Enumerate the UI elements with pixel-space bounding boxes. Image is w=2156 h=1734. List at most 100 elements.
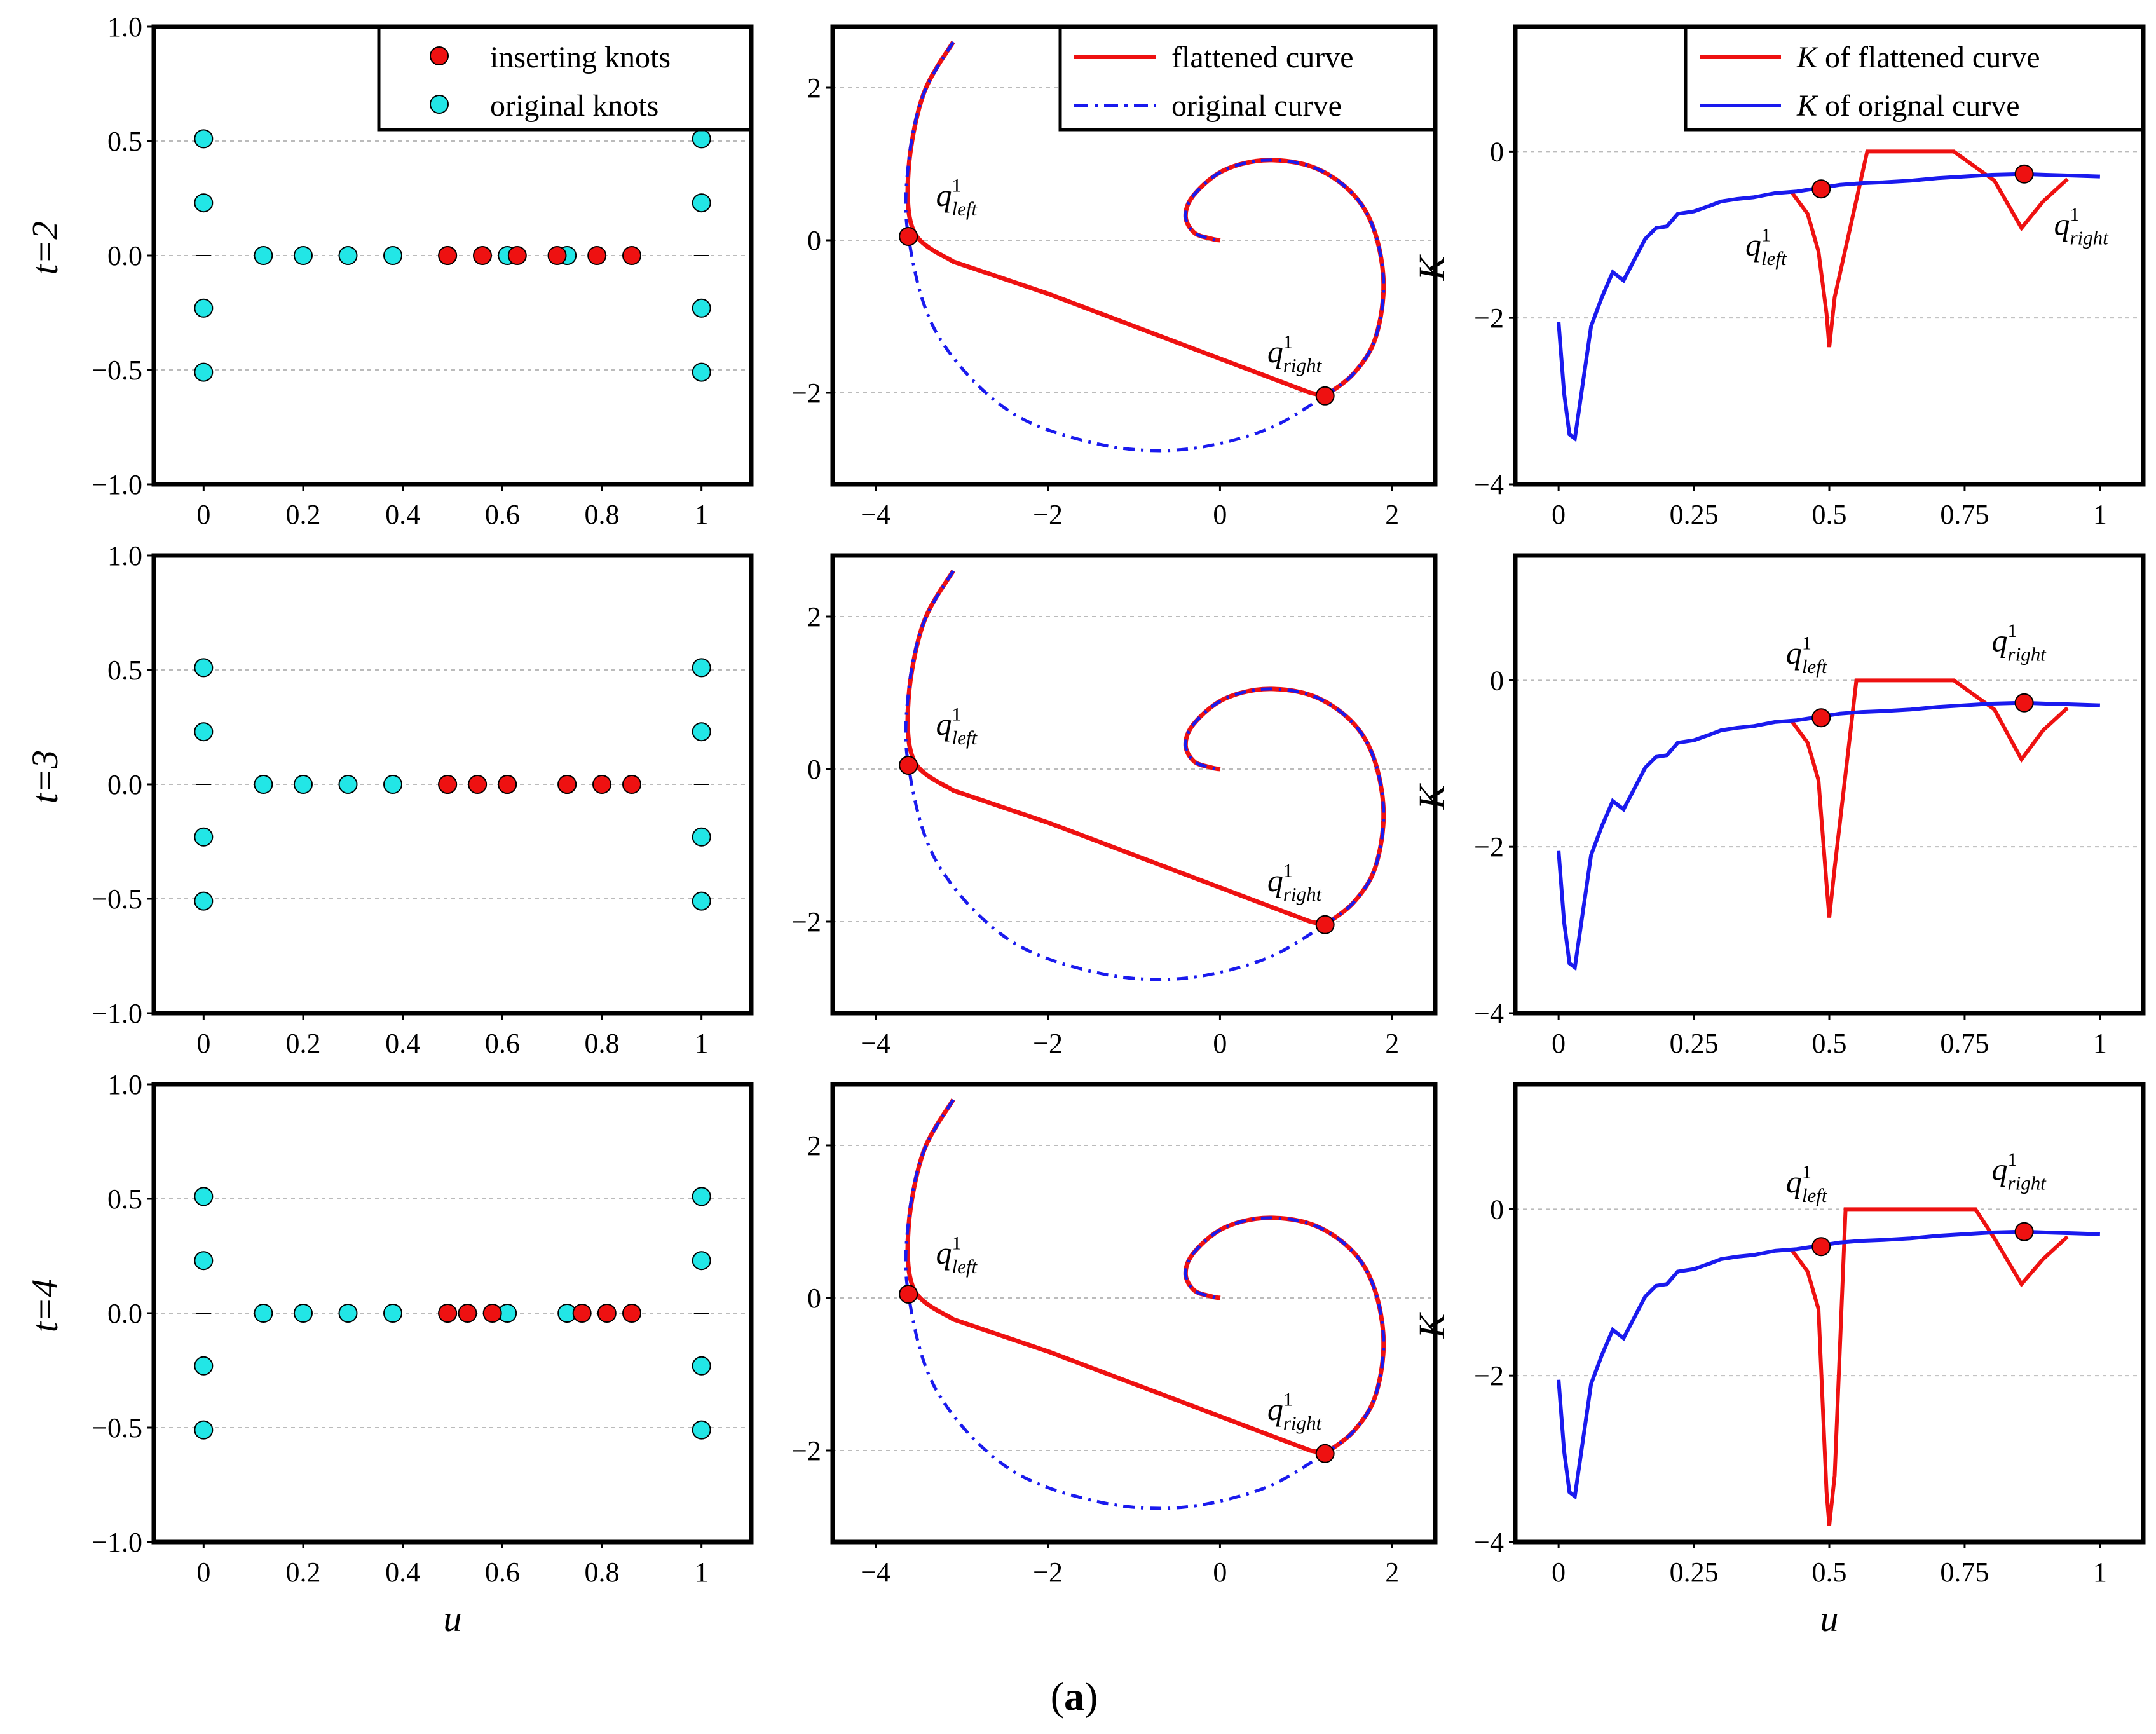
x-tick-label: 0 [1213, 1028, 1227, 1059]
q-left-label: q1 left [936, 1233, 978, 1278]
caption-letter: a [1064, 1674, 1084, 1719]
K-original-line [1557, 172, 2100, 442]
y-tick-label: −0.5 [92, 1412, 142, 1444]
legend-box [1684, 25, 2145, 132]
curvature-plot-area [1557, 1207, 2100, 1526]
y-tick-label: 0.0 [107, 769, 142, 800]
legend-label: K of orignal curve [1796, 89, 2020, 123]
q-right-point [1315, 1444, 1335, 1463]
ann-sub: left [952, 1255, 978, 1278]
x-axis-label: u [444, 1598, 462, 1639]
x-tick-label: −4 [861, 499, 890, 530]
x-tick-label: 0.4 [385, 499, 420, 530]
x-tick-label: 1 [2093, 499, 2107, 530]
original-knot [692, 298, 711, 318]
inserting-knot [438, 246, 458, 265]
x-axis-label: u [1820, 1598, 1839, 1639]
y-tick-label: 0.5 [107, 126, 142, 157]
x-tick-label: 2 [1385, 1028, 1399, 1059]
inserting-knot [438, 775, 458, 794]
original-knot [194, 722, 214, 742]
q-right-label: q1 right [1992, 620, 2047, 666]
original-knot [194, 891, 214, 911]
ann-sup: 1 [952, 175, 962, 196]
ann-sup: 1 [1283, 861, 1293, 882]
original-knot [692, 1251, 711, 1271]
q-right-label: q1 right [1267, 332, 1323, 377]
y-axis-label: K [1411, 782, 1452, 810]
ann-q: q [1267, 334, 1283, 369]
original-knot [692, 1356, 711, 1376]
inserting-knot [468, 775, 488, 794]
ann-q: q [936, 1235, 952, 1271]
x-tick-label: 0 [1213, 1557, 1227, 1588]
inserting-knot [622, 775, 641, 794]
original-knot [383, 1304, 402, 1323]
legend-label: flattened curve [1171, 41, 1354, 74]
axes-frame [830, 553, 1438, 1016]
x-tick-label: −4 [861, 1557, 890, 1588]
ann-sup: 1 [2070, 204, 2079, 225]
K-original-line [1557, 1229, 2100, 1500]
axes-frame [1513, 553, 2146, 1016]
x-tick-label: 0 [1213, 499, 1227, 530]
ann-sup: 1 [1802, 1162, 1811, 1183]
original-knot [194, 827, 214, 847]
knots-panel-t3: 0 0.2 0.4 0.6 0.8 1 −1.0 −0.5 0.0 0.5 1.0 [92, 540, 754, 1059]
original-knot [194, 1356, 214, 1376]
inserting-knot [482, 1304, 502, 1323]
x-tick-label: 0.6 [485, 499, 520, 530]
ann-sup: 1 [952, 1233, 962, 1254]
original-curve-line [904, 41, 1386, 453]
ann-sup: 1 [1283, 332, 1293, 353]
legend-label: original curve [1171, 89, 1342, 123]
x-tick-label: 0.25 [1670, 1557, 1719, 1588]
ann-sup: 1 [1802, 633, 1811, 654]
q-right-point [2014, 693, 2034, 713]
inserting-knot [473, 246, 492, 265]
x-tick-label: 0.6 [485, 1557, 520, 1588]
flattened-curve-line [905, 570, 1386, 927]
axes-frame [1513, 24, 2146, 487]
original-knot [194, 362, 214, 382]
q-right-label: q1 right [1992, 1149, 2047, 1194]
ann-q: q [1992, 623, 2008, 659]
x-tick-label: 0.2 [286, 1557, 321, 1588]
ann-q: q [1992, 1152, 2008, 1187]
axes-frame [1513, 1082, 2146, 1545]
axes-frame [830, 24, 1438, 487]
inserting-knot [622, 1304, 641, 1323]
flattened-curve-line [905, 1098, 1386, 1456]
y-tick-label: 0 [807, 754, 821, 785]
original-knot [194, 129, 214, 149]
y-axis-label: K [1411, 1311, 1452, 1339]
y-tick-label: 0.0 [107, 240, 142, 271]
legend-label-k: K [1796, 41, 1819, 74]
curve-plot-area [904, 1098, 1386, 1510]
ann-sub: left [1761, 247, 1787, 270]
ann-sub: right [2008, 643, 2047, 666]
x-tick-label: 0 [196, 1557, 210, 1588]
q-right-label: q1 right [1267, 1389, 1323, 1435]
x-tick-label: 1 [2093, 1557, 2107, 1588]
original-knot [194, 1420, 214, 1440]
inserting-knot [547, 246, 567, 265]
ann-q: q [1267, 1391, 1283, 1427]
legend-label: original knots [490, 89, 658, 123]
x-tick-label: 0.8 [585, 499, 620, 530]
x-tick-label: −2 [1033, 1557, 1063, 1588]
original-curve-line [904, 1098, 1386, 1510]
y-tick-label: −2 [1474, 1360, 1504, 1391]
y-tick-label: −2 [1474, 303, 1504, 334]
q-left-label: q1 left [1786, 1162, 1828, 1207]
x-tick-label: 2 [1385, 1557, 1399, 1588]
inserting-knot [587, 246, 607, 265]
K-original-line [1557, 700, 2100, 971]
knots-panel-t4: 0 0.2 0.4 0.6 0.8 1 −1.0 −0.5 0.0 0.5 1.0 u [92, 1069, 754, 1639]
ann-sup: 1 [952, 704, 962, 725]
x-tick-label: 2 [1385, 499, 1399, 530]
x-tick-label: 0.6 [485, 1028, 520, 1059]
y-tick-label: 0.5 [107, 1184, 142, 1215]
